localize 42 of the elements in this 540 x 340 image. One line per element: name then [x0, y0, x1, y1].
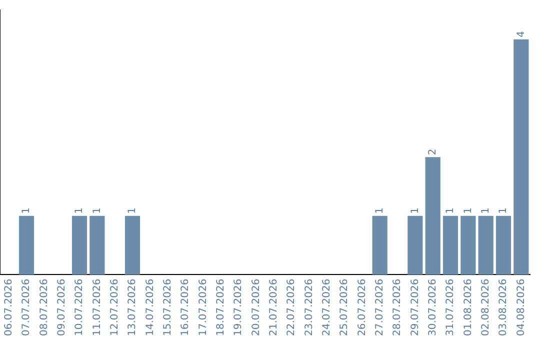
x-tick-label: 11.07.2026 — [92, 278, 103, 336]
data-label: 1 — [410, 208, 421, 214]
data-label: 1 — [21, 208, 32, 214]
data-label: 1 — [374, 208, 386, 214]
data-label: 1 — [92, 208, 103, 214]
x-tick-label: 13.07.2026 — [127, 278, 138, 336]
x-tick-label: 31.07.2026 — [445, 278, 456, 336]
x-tick-label: 08.07.2026 — [38, 278, 50, 336]
x-tick-label: 20.07.2026 — [250, 278, 262, 336]
x-tick-label: 21.07.2026 — [268, 278, 280, 336]
x-tick-label: 17.07.2026 — [198, 278, 209, 336]
x-tick-label: 15.07.2026 — [162, 278, 174, 336]
x-tick-label: 14.07.2026 — [144, 278, 156, 336]
x-tick-label: 03.08.2026 — [498, 278, 510, 336]
x-tick-label: 06.07.2026 — [3, 278, 14, 336]
x-tick-label: 26.07.2026 — [356, 278, 368, 336]
x-tick-label: 16.07.2026 — [180, 278, 192, 336]
x-tick-label: 25.07.2026 — [339, 278, 350, 336]
data-label: 1 — [462, 208, 474, 214]
x-tick-label: 01.08.2026 — [462, 278, 474, 336]
x-tick-label: 02.08.2026 — [480, 278, 492, 336]
x-tick-label: 28.07.2026 — [392, 278, 404, 336]
data-label: 1 — [127, 208, 138, 214]
x-tick-label: 30.07.2026 — [427, 278, 438, 336]
x-tick-label: 09.07.2026 — [56, 278, 68, 336]
x-tick-label: 23.07.2026 — [304, 278, 315, 336]
data-label: 4 — [516, 31, 527, 38]
x-tick-label: 07.07.2026 — [21, 278, 32, 336]
x-tick-label: 24.07.2026 — [321, 278, 332, 336]
x-tick-label: 18.07.2026 — [215, 278, 226, 336]
x-tick-label: 10.07.2026 — [74, 278, 86, 336]
data-label: 1 — [445, 208, 456, 214]
data-label: 1 — [480, 208, 492, 214]
data-label: 1 — [74, 208, 86, 214]
x-tick-label: 04.08.2026 — [516, 278, 527, 336]
x-tick-label: 27.07.2026 — [374, 278, 386, 336]
x-tick-label: 29.07.2026 — [410, 278, 421, 336]
data-label: 1 — [498, 208, 510, 214]
x-tick-label: 19.07.2026 — [233, 278, 244, 336]
x-tick-label: 12.07.2026 — [109, 278, 120, 336]
data-label: 2 — [427, 148, 438, 156]
x-tick-label: 22.07.2026 — [286, 278, 298, 336]
